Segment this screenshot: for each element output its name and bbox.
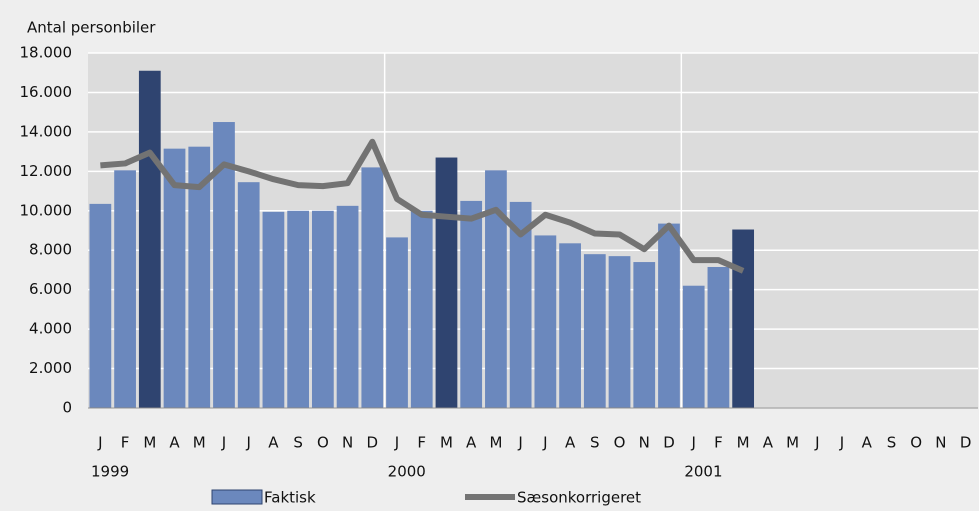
bar bbox=[114, 170, 136, 408]
x-tick-label: M bbox=[737, 434, 750, 452]
bar bbox=[559, 243, 581, 408]
x-tick-label: J bbox=[814, 434, 819, 452]
bar bbox=[707, 266, 730, 408]
x-tick-label: F bbox=[121, 434, 130, 452]
y-axis-label: Antal personbiler bbox=[27, 19, 156, 37]
bar bbox=[361, 167, 384, 408]
x-tick-label: J bbox=[245, 434, 250, 452]
x-tick-label: S bbox=[887, 434, 897, 452]
x-tick-label: A bbox=[268, 434, 279, 452]
x-tick-label: N bbox=[639, 434, 650, 452]
y-tick-label: 18.000 bbox=[20, 44, 73, 62]
bar bbox=[732, 229, 755, 408]
x-tick-label: A bbox=[862, 434, 873, 452]
bar bbox=[188, 146, 211, 409]
bar bbox=[435, 157, 458, 408]
bar bbox=[287, 210, 310, 408]
bar bbox=[658, 223, 680, 408]
bar bbox=[485, 170, 507, 408]
x-tick-label: J bbox=[97, 434, 102, 452]
y-tick-label: 14.000 bbox=[20, 122, 73, 140]
x-tick-label: J bbox=[690, 434, 695, 452]
y-tick-label: 8.000 bbox=[29, 241, 72, 259]
x-tick-label: O bbox=[614, 434, 626, 452]
x-tick-label: D bbox=[367, 434, 379, 452]
bar bbox=[336, 205, 359, 408]
x-tick-label: S bbox=[293, 434, 303, 452]
year-label: 2000 bbox=[388, 463, 426, 481]
x-tick-label: M bbox=[143, 434, 156, 452]
bar bbox=[163, 148, 186, 408]
x-tick-label: O bbox=[317, 434, 329, 452]
y-tick-label: 16.000 bbox=[20, 83, 73, 101]
y-tick-label: 0 bbox=[62, 399, 72, 417]
y-tick-label: 10.000 bbox=[20, 201, 73, 219]
bar bbox=[386, 237, 408, 408]
x-tick-label: D bbox=[960, 434, 972, 452]
plot-area bbox=[88, 53, 978, 408]
x-tick-label: J bbox=[839, 434, 844, 452]
x-tick-label: A bbox=[169, 434, 180, 452]
legend-swatch bbox=[211, 489, 263, 505]
legend-label: Faktisk bbox=[264, 489, 316, 507]
bar bbox=[410, 210, 433, 408]
bar bbox=[89, 203, 112, 408]
x-tick-label: N bbox=[342, 434, 353, 452]
x-tick-label: J bbox=[517, 434, 522, 452]
bar bbox=[633, 262, 656, 408]
y-tick-label: 6.000 bbox=[29, 280, 72, 298]
x-tick-label: A bbox=[466, 434, 477, 452]
bar bbox=[682, 285, 705, 408]
y-tick-label: 4.000 bbox=[29, 320, 72, 338]
bar bbox=[460, 200, 483, 408]
x-tick-label: M bbox=[489, 434, 502, 452]
x-tick-label: D bbox=[663, 434, 675, 452]
bar bbox=[509, 201, 532, 408]
bar bbox=[534, 235, 557, 408]
x-tick-label: M bbox=[440, 434, 453, 452]
x-tick-label: J bbox=[542, 434, 547, 452]
x-tick-label: O bbox=[910, 434, 922, 452]
x-tick-label: J bbox=[221, 434, 226, 452]
year-label: 1999 bbox=[91, 463, 129, 481]
x-tick-label: F bbox=[417, 434, 426, 452]
bar bbox=[213, 122, 235, 409]
line bbox=[100, 138, 745, 274]
x-tick-label: N bbox=[935, 434, 946, 452]
x-tick-label: S bbox=[590, 434, 600, 452]
year-label: 2001 bbox=[684, 463, 722, 481]
bar bbox=[138, 70, 161, 408]
x-tick-label: M bbox=[786, 434, 799, 452]
y-tick-label: 2.000 bbox=[29, 359, 72, 377]
y-tick-label: 12.000 bbox=[20, 162, 73, 180]
bar bbox=[608, 256, 631, 408]
x-tick-label: F bbox=[714, 434, 723, 452]
legend-label: Sæsonkorrigeret bbox=[517, 489, 641, 507]
x-tick-label: A bbox=[763, 434, 774, 452]
bar bbox=[583, 254, 606, 408]
bar bbox=[237, 182, 260, 408]
x-tick-label: J bbox=[394, 434, 399, 452]
x-tick-label: M bbox=[193, 434, 206, 452]
bar bbox=[311, 210, 334, 408]
x-tick-label: A bbox=[565, 434, 576, 452]
bar bbox=[262, 211, 285, 408]
